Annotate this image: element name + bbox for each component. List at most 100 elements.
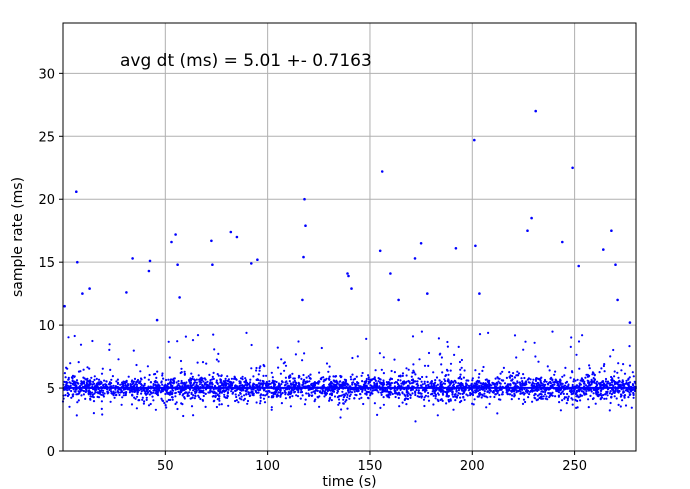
data-point	[579, 383, 583, 386]
data-point	[506, 393, 509, 396]
data-point	[332, 390, 335, 393]
data-point	[194, 395, 197, 398]
data-point	[477, 392, 481, 395]
data-point	[216, 373, 219, 376]
data-point	[221, 382, 224, 385]
data-point	[259, 379, 262, 382]
data-point	[540, 397, 543, 400]
data-point	[500, 393, 504, 396]
data-point	[511, 372, 515, 375]
data-point	[499, 388, 503, 391]
data-point	[202, 385, 205, 388]
data-point	[570, 391, 573, 394]
data-point	[478, 384, 481, 388]
data-point	[386, 395, 389, 398]
data-point	[522, 348, 525, 351]
data-point	[625, 379, 628, 382]
data-point	[325, 362, 329, 365]
data-point	[331, 382, 334, 385]
data-point	[610, 393, 614, 396]
data-point	[136, 378, 140, 382]
data-point	[138, 389, 141, 392]
data-point	[346, 393, 349, 396]
data-point	[449, 398, 452, 401]
data-point	[278, 383, 281, 386]
data-point	[477, 376, 480, 379]
data-point	[227, 378, 230, 381]
data-point	[509, 384, 512, 387]
data-point	[284, 391, 287, 394]
data-point	[308, 380, 311, 383]
data-point	[342, 398, 345, 401]
data-point	[86, 384, 89, 387]
plot-frame	[62, 22, 637, 452]
data-point	[91, 391, 94, 394]
data-point	[593, 374, 596, 377]
data-point	[218, 403, 221, 406]
data-point	[324, 388, 327, 392]
data-point	[68, 388, 71, 391]
data-point	[318, 380, 321, 383]
data-point	[348, 385, 352, 388]
data-point	[631, 388, 634, 391]
data-point	[452, 408, 455, 411]
data-point	[367, 376, 370, 379]
data-point	[519, 390, 522, 393]
data-point	[597, 391, 600, 394]
data-point	[508, 375, 511, 378]
data-point	[423, 364, 427, 367]
data-point	[575, 395, 578, 398]
data-point	[588, 367, 591, 370]
data-point	[378, 249, 382, 253]
data-point	[382, 356, 385, 359]
data-point	[307, 375, 310, 378]
data-point	[90, 376, 93, 379]
data-point	[465, 379, 468, 382]
data-point	[200, 381, 203, 384]
data-point	[93, 378, 96, 381]
data-point	[204, 405, 207, 408]
data-point	[566, 399, 569, 402]
data-point	[297, 340, 300, 343]
data-point	[623, 394, 626, 397]
data-point	[177, 390, 180, 393]
data-point	[500, 379, 503, 382]
data-point	[444, 374, 448, 377]
data-point	[304, 224, 307, 227]
data-point	[451, 391, 454, 394]
data-point	[628, 376, 631, 379]
data-point	[427, 364, 430, 367]
data-point	[487, 382, 491, 385]
data-point	[498, 382, 501, 385]
data-point	[176, 263, 179, 267]
data-point	[390, 369, 393, 373]
data-point	[454, 393, 457, 396]
y-tick-label: 30	[38, 67, 55, 82]
data-point	[528, 390, 532, 393]
data-point	[139, 380, 142, 383]
data-point	[96, 384, 99, 387]
data-point	[192, 394, 195, 397]
data-point	[270, 371, 273, 374]
data-point	[320, 346, 323, 350]
data-point	[257, 391, 260, 394]
data-point	[459, 373, 462, 376]
data-point	[348, 395, 351, 398]
data-point	[488, 391, 491, 394]
data-point	[601, 381, 604, 384]
data-point	[488, 402, 491, 405]
data-point	[413, 371, 416, 374]
data-point	[89, 395, 92, 398]
data-point	[100, 382, 103, 385]
data-point	[412, 369, 415, 372]
data-point	[580, 377, 584, 380]
data-point	[371, 392, 374, 395]
data-point	[592, 392, 595, 395]
data-point	[401, 392, 404, 395]
data-point	[66, 367, 69, 370]
data-point	[401, 372, 405, 375]
data-point	[328, 399, 331, 402]
data-point	[460, 366, 463, 369]
data-point	[201, 390, 204, 393]
data-point	[382, 384, 385, 387]
